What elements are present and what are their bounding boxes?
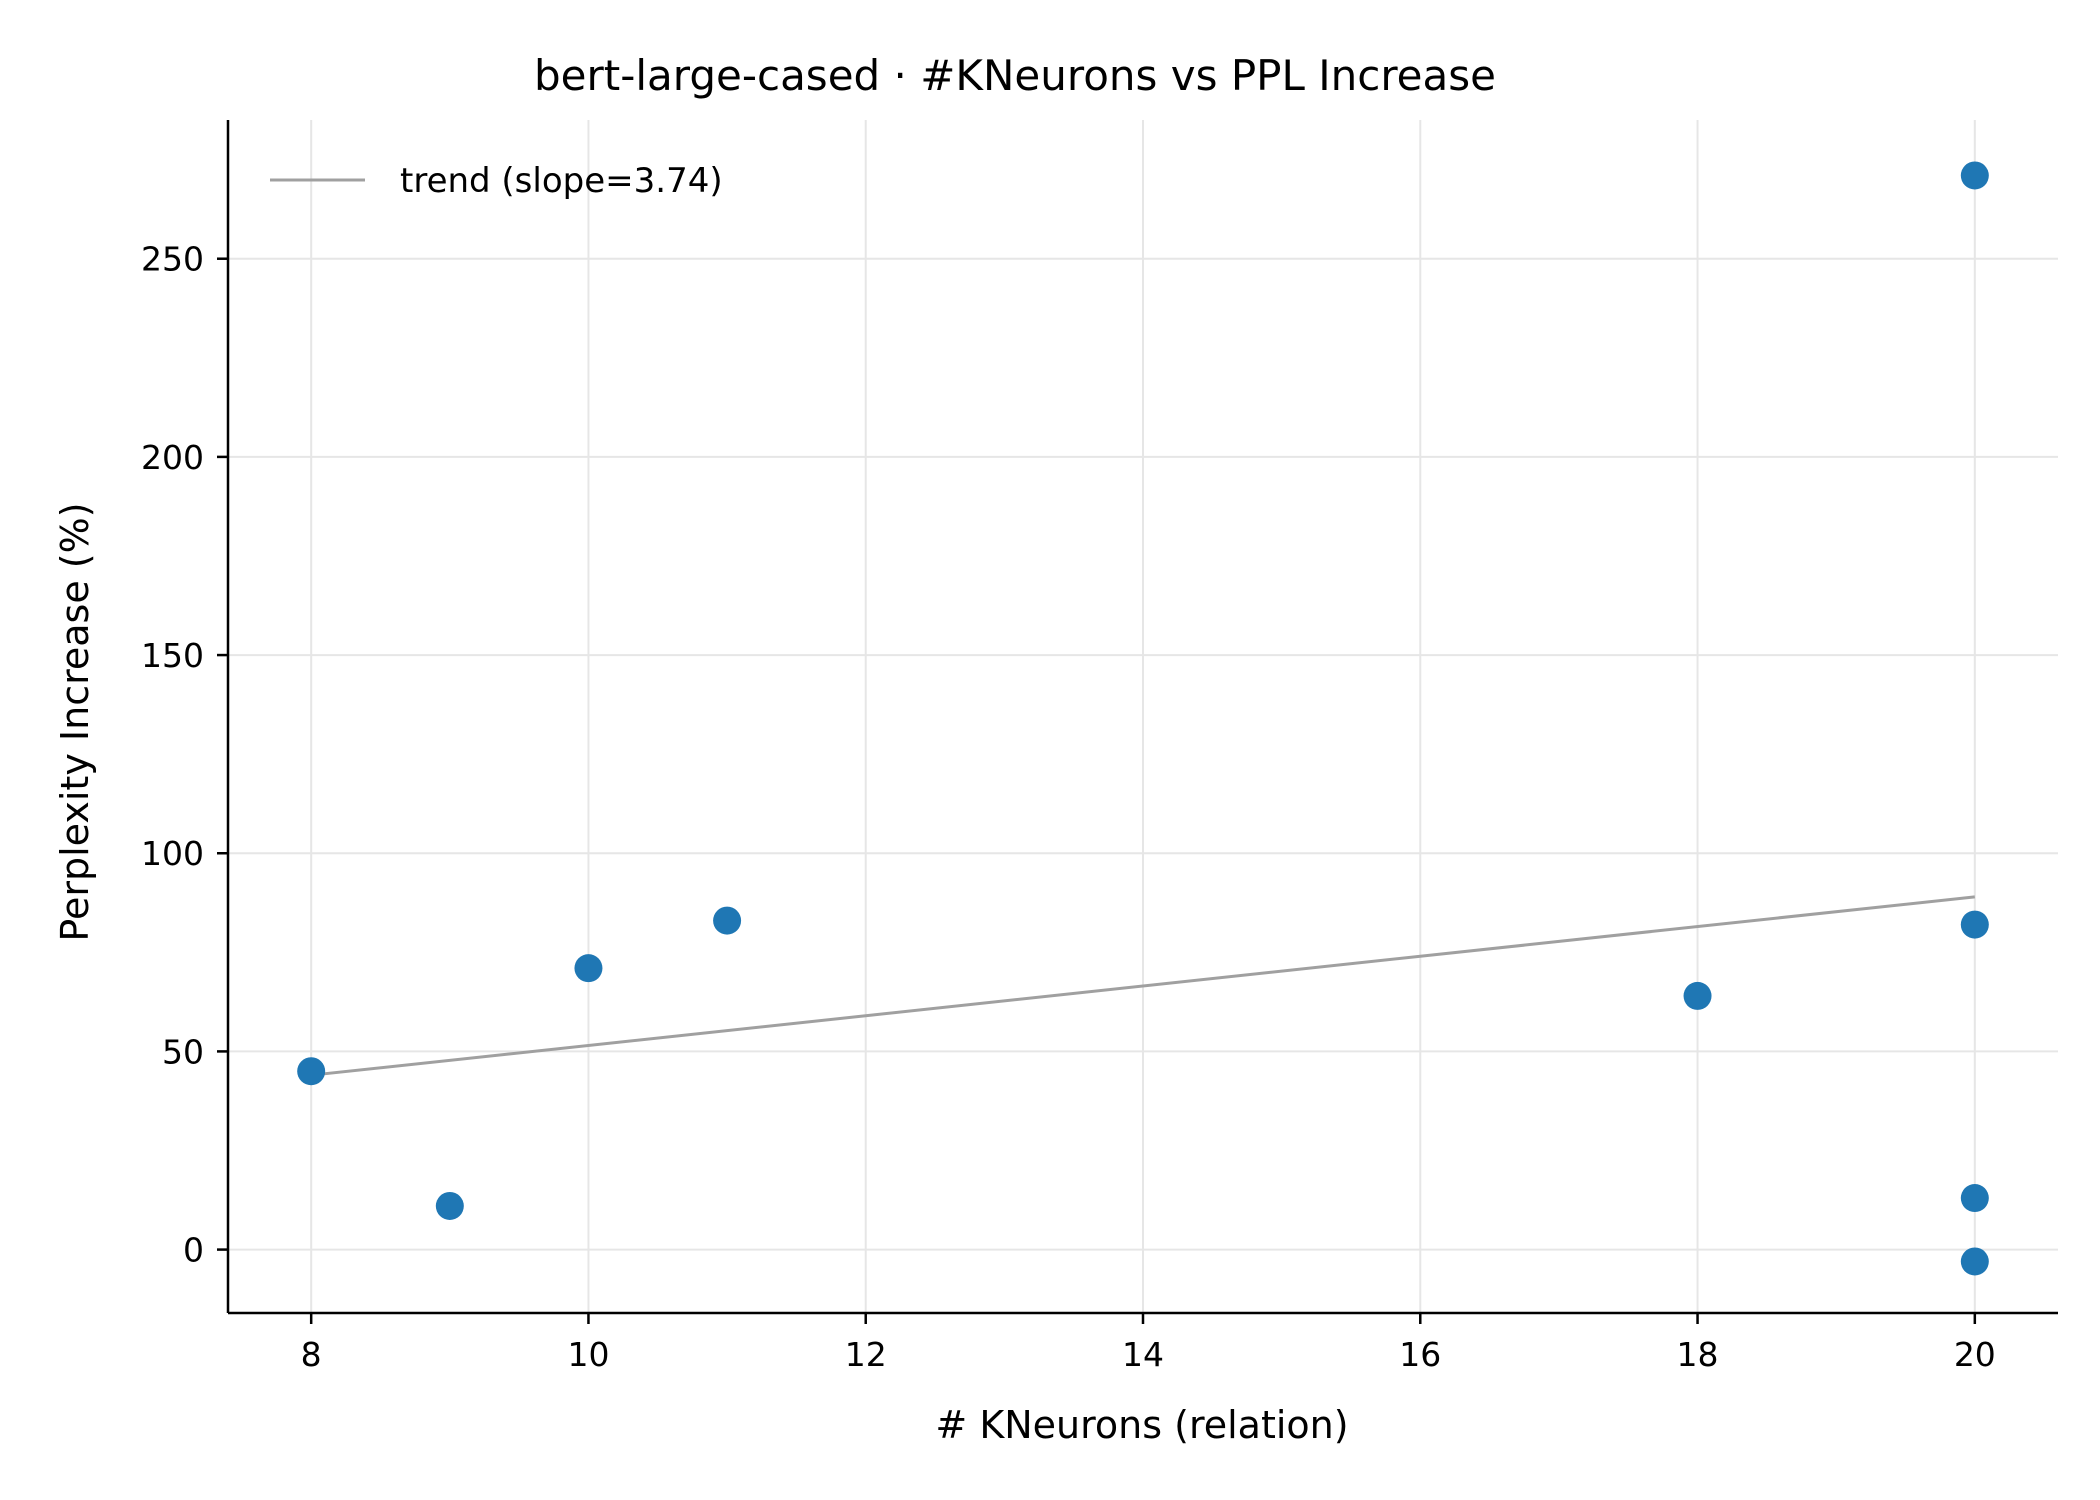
scatter-point: [435, 1191, 464, 1220]
y-axis-label: Perplexity Increase (%): [53, 502, 97, 941]
x-tick-label: 20: [1954, 1335, 1996, 1374]
trend-line-layer: [311, 895, 1975, 1077]
x-axis-label: # KNeurons (relation): [935, 1403, 1348, 1447]
scatter-point: [574, 954, 603, 983]
y-tick-label: 50: [162, 1032, 204, 1071]
x-tick-label: 14: [1122, 1335, 1164, 1374]
x-tick-label: 16: [1399, 1335, 1441, 1374]
y-tick-label: 100: [141, 834, 204, 873]
x-tick-label: 8: [301, 1335, 322, 1374]
y-tick-label: 200: [141, 438, 204, 477]
scatter-point: [1960, 910, 1989, 939]
y-tick-label: 150: [141, 636, 204, 675]
scatter-point: [1683, 981, 1712, 1010]
x-tick-label: 18: [1677, 1335, 1719, 1374]
chart-title: bert-large-cased · #KNeurons vs PPL Incr…: [534, 51, 1496, 100]
legend-trend-label: trend (slope=3.74): [400, 161, 723, 201]
data-points: [297, 161, 1989, 1276]
grid-lines: [228, 120, 2058, 1313]
scatter-point: [713, 906, 742, 935]
y-tick-label: 0: [183, 1231, 204, 1270]
scatter-point: [1960, 1184, 1989, 1213]
scatter-point: [1960, 161, 1989, 190]
x-tick-label: 12: [845, 1335, 887, 1374]
trend-line: [311, 895, 1975, 1077]
scatter-point: [297, 1057, 326, 1086]
legend: trend (slope=3.74): [270, 161, 723, 201]
y-tick-label: 250: [141, 240, 204, 279]
x-tick-label: 10: [567, 1335, 609, 1374]
axes: [217, 120, 2058, 1324]
scatter-point: [1960, 1247, 1989, 1276]
